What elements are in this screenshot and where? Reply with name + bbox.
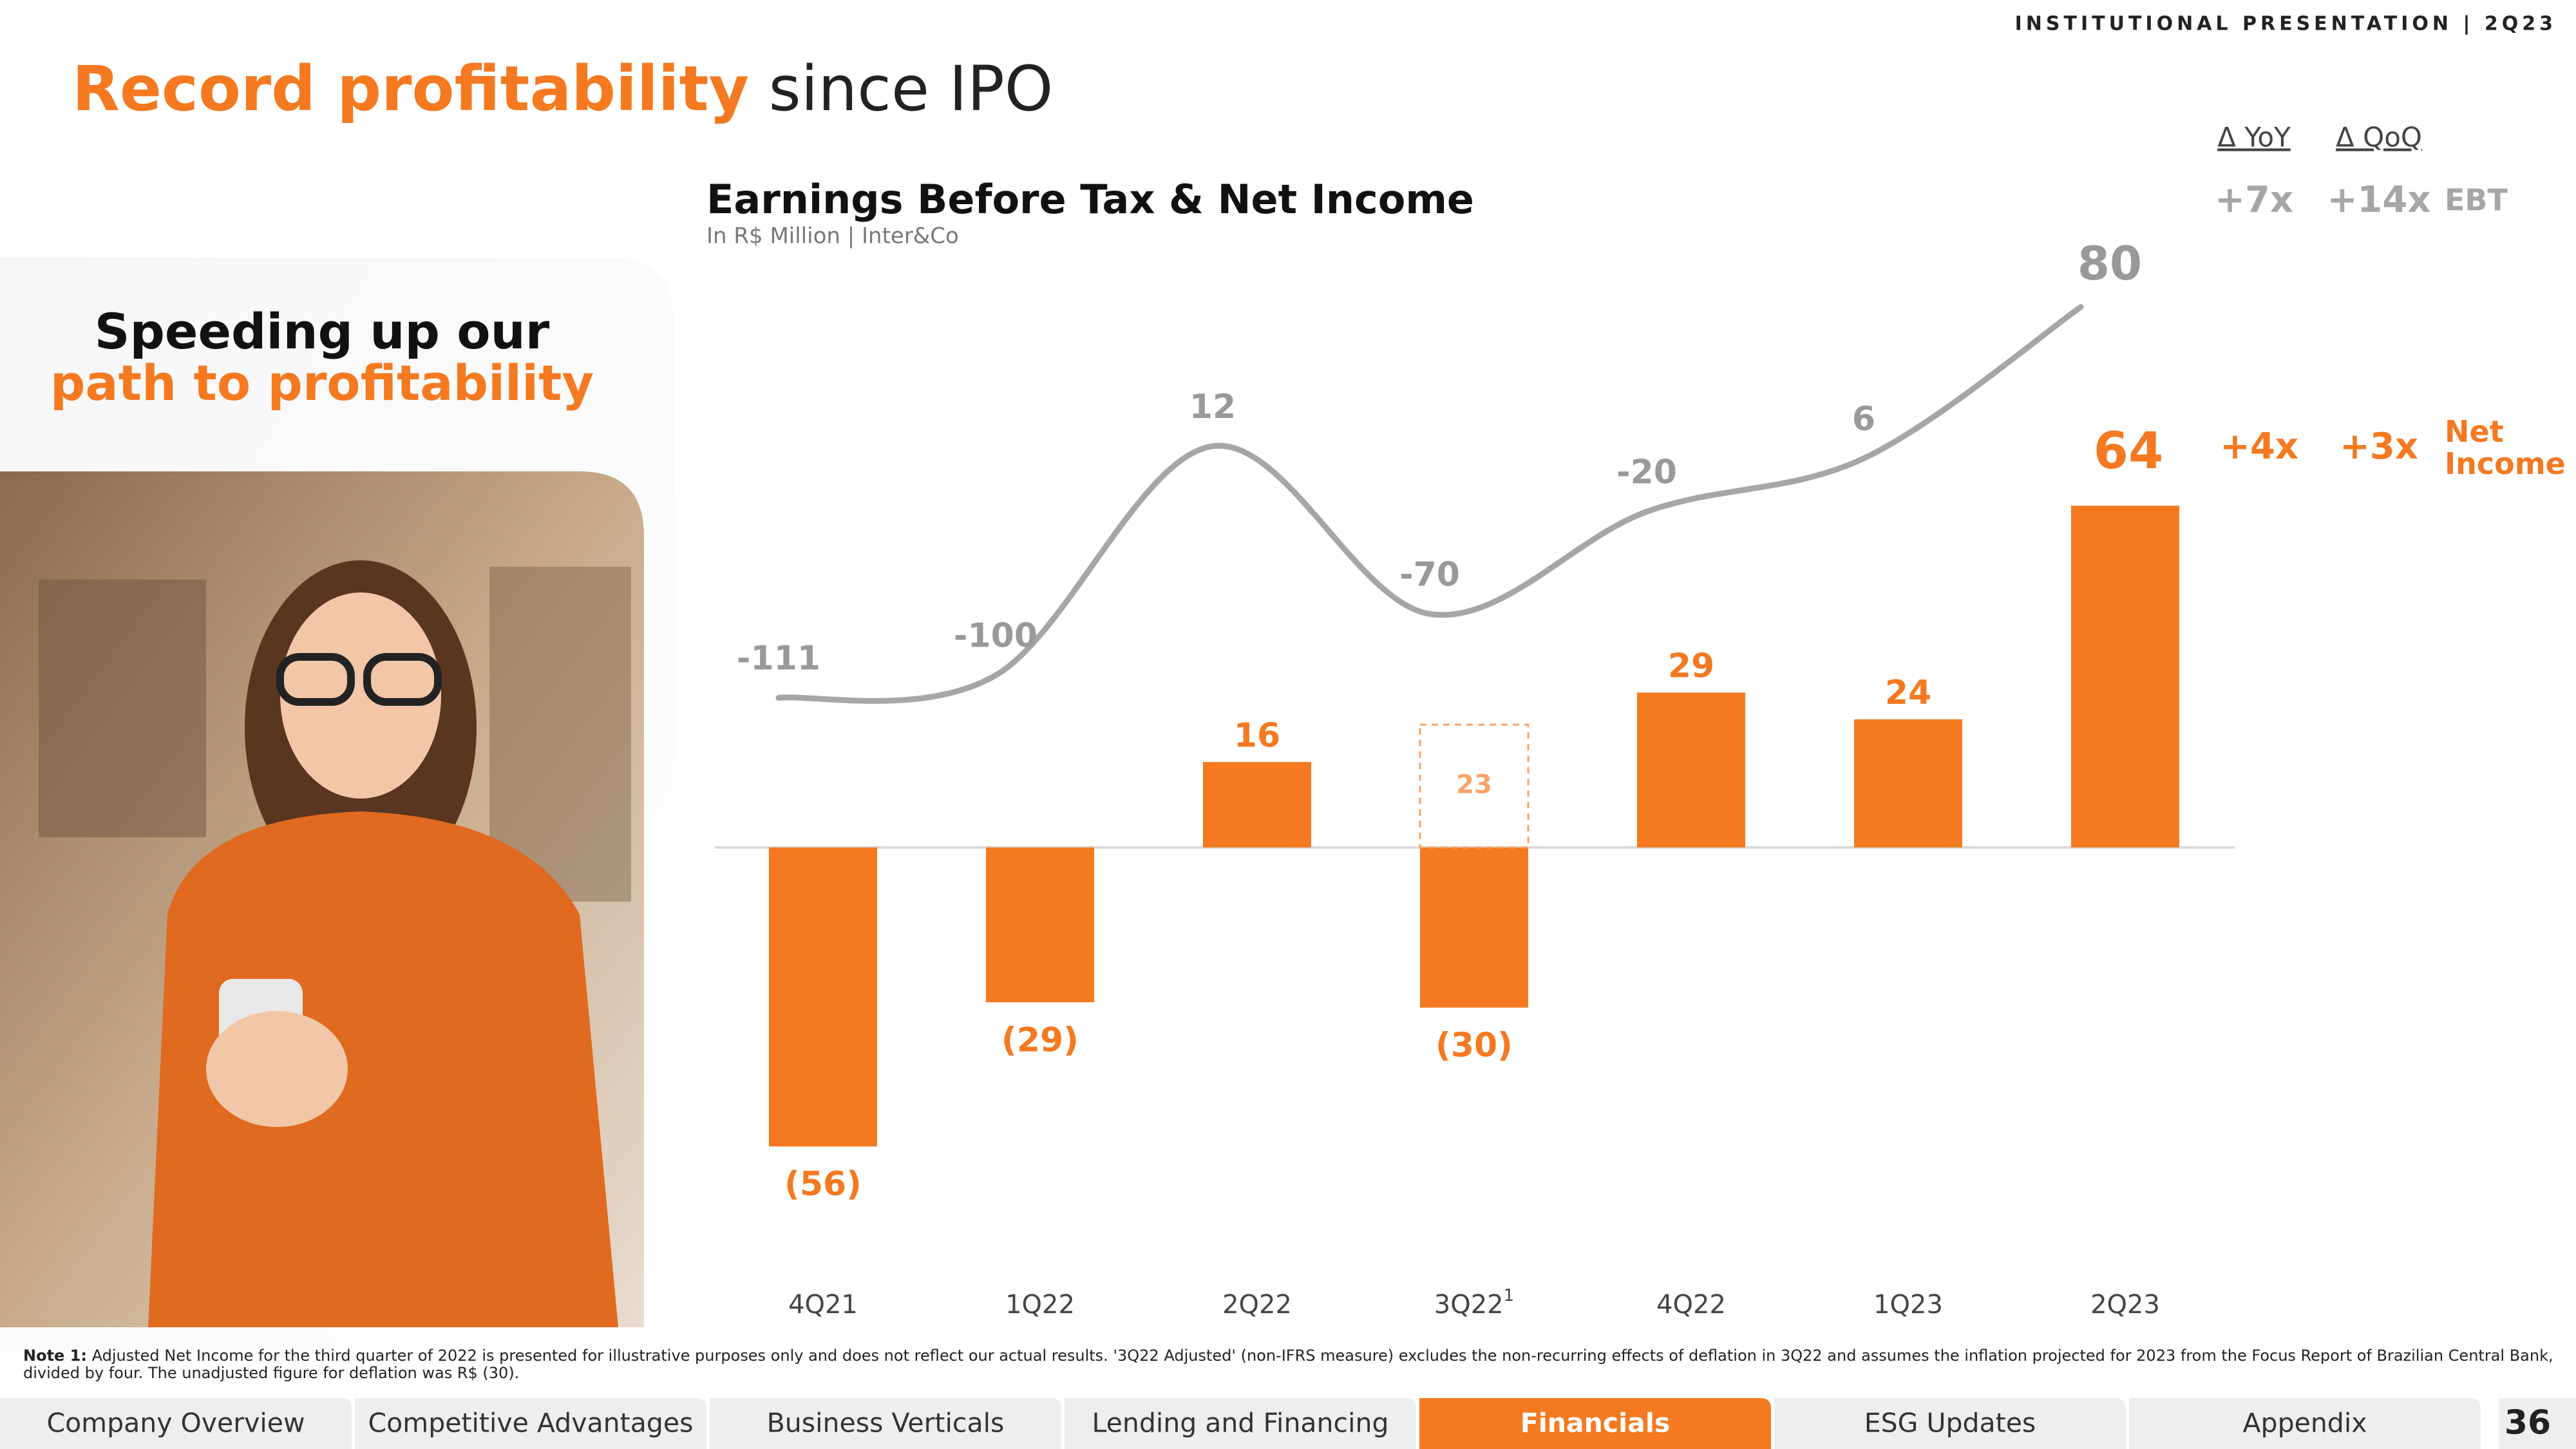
series-name: Net Income bbox=[2445, 414, 2566, 481]
page-number: 36 bbox=[2505, 1404, 2551, 1443]
photo bbox=[0, 471, 644, 1327]
category-name: 1Q23 bbox=[1873, 1290, 1943, 1320]
data-label: 12 bbox=[1189, 388, 1236, 426]
nav-tab-label[interactable]: ESG Updates bbox=[1864, 1408, 2036, 1439]
category-name: 3Q22 bbox=[1434, 1290, 1504, 1320]
category-name: 4Q22 bbox=[1656, 1290, 1726, 1320]
x-tick-label: 4Q22 bbox=[1656, 1290, 1726, 1320]
footnote-label: Note 1: bbox=[23, 1347, 87, 1365]
page-number-box bbox=[2499, 1398, 2576, 1449]
data-label: 24 bbox=[1885, 674, 1931, 712]
data-label: 80 bbox=[2078, 236, 2142, 290]
growth-value: +14x bbox=[2327, 179, 2431, 221]
title-rest: since IPO bbox=[769, 53, 1054, 125]
category-name: 1Q22 bbox=[1005, 1290, 1075, 1320]
x-tick-label: 1Q23 bbox=[1873, 1290, 1943, 1320]
nav-tab[interactable] bbox=[1065, 1398, 1416, 1449]
nav-tab-label[interactable]: Lending and Financing bbox=[1092, 1408, 1389, 1439]
series-name: EBT bbox=[2445, 183, 2508, 218]
header-label: INSTITUTIONAL PRESENTATION | 2Q23 bbox=[2015, 13, 2557, 35]
footnote-text: Adjusted Net Income for the third quarte… bbox=[23, 1347, 2553, 1382]
panel-line: Speeding up our bbox=[95, 303, 550, 360]
data-label: -20 bbox=[1616, 453, 1677, 491]
nav-tab[interactable] bbox=[2129, 1398, 2481, 1449]
nav-tab[interactable] bbox=[710, 1398, 1061, 1449]
data-label: -100 bbox=[954, 617, 1037, 656]
growth-value: +4x bbox=[2220, 426, 2298, 468]
footnote-marker: 1 bbox=[1504, 1286, 1515, 1305]
data-label: -111 bbox=[737, 639, 820, 678]
nav-tab-label[interactable]: Business Verticals bbox=[767, 1408, 1005, 1439]
nav-tab-label[interactable]: Company Overview bbox=[46, 1408, 305, 1439]
data-label: (56) bbox=[784, 1165, 862, 1204]
bar bbox=[1637, 692, 1745, 848]
data-label: 64 bbox=[2094, 422, 2164, 480]
nav-tab[interactable] bbox=[1419, 1398, 1771, 1449]
growth-value: +3x bbox=[2340, 426, 2418, 468]
nav-tab[interactable] bbox=[0, 1398, 352, 1449]
data-label: (29) bbox=[1001, 1021, 1079, 1059]
bar bbox=[1854, 719, 1962, 848]
nav-tab-label[interactable]: Financials bbox=[1520, 1408, 1671, 1439]
x-tick-label: 3Q221 bbox=[1434, 1286, 1514, 1320]
data-label: 23 bbox=[1456, 770, 1492, 800]
x-tick-label: 4Q21 bbox=[788, 1290, 858, 1320]
nav-tab-label[interactable]: Appendix bbox=[2243, 1408, 2367, 1439]
data-label: (30) bbox=[1435, 1027, 1513, 1065]
data-label: -70 bbox=[1399, 555, 1460, 594]
panel-line: path to profitability bbox=[50, 354, 594, 412]
slide-title: Record profitability since IPO bbox=[72, 53, 1053, 125]
category-name: 2Q23 bbox=[2090, 1290, 2160, 1320]
footnote: Note 1: Adjusted Net Income for the thir… bbox=[23, 1347, 2554, 1382]
bar bbox=[769, 847, 877, 1147]
bar bbox=[1203, 762, 1311, 848]
data-label: 29 bbox=[1668, 647, 1714, 685]
data-label: 16 bbox=[1234, 716, 1280, 755]
growth-header: Δ QoQ bbox=[2336, 122, 2422, 153]
bar bbox=[986, 847, 1094, 1003]
data-label: 6 bbox=[1852, 400, 1875, 439]
category-name: 2Q22 bbox=[1222, 1290, 1292, 1320]
bar bbox=[2071, 506, 2179, 848]
nav-tab[interactable] bbox=[355, 1398, 706, 1449]
ebt-line bbox=[775, 304, 2084, 704]
growth-value: +7x bbox=[2215, 179, 2293, 221]
chart-title: Earnings Before Tax & Net Income bbox=[706, 176, 1474, 223]
x-tick-label: 2Q23 bbox=[2090, 1290, 2160, 1320]
category-name: 4Q21 bbox=[788, 1290, 858, 1320]
growth-header: Δ YoY bbox=[2217, 122, 2291, 153]
title-highlight: Record profitability bbox=[72, 53, 749, 125]
chart-subtitle: In R$ Million | Inter&Co bbox=[706, 223, 959, 249]
bar bbox=[1420, 847, 1528, 1008]
nav-tab-label[interactable]: Competitive Advantages bbox=[368, 1408, 694, 1439]
x-tick-label: 1Q22 bbox=[1005, 1290, 1075, 1320]
nav-tab[interactable] bbox=[1774, 1398, 2126, 1449]
x-tick-label: 2Q22 bbox=[1222, 1290, 1292, 1320]
